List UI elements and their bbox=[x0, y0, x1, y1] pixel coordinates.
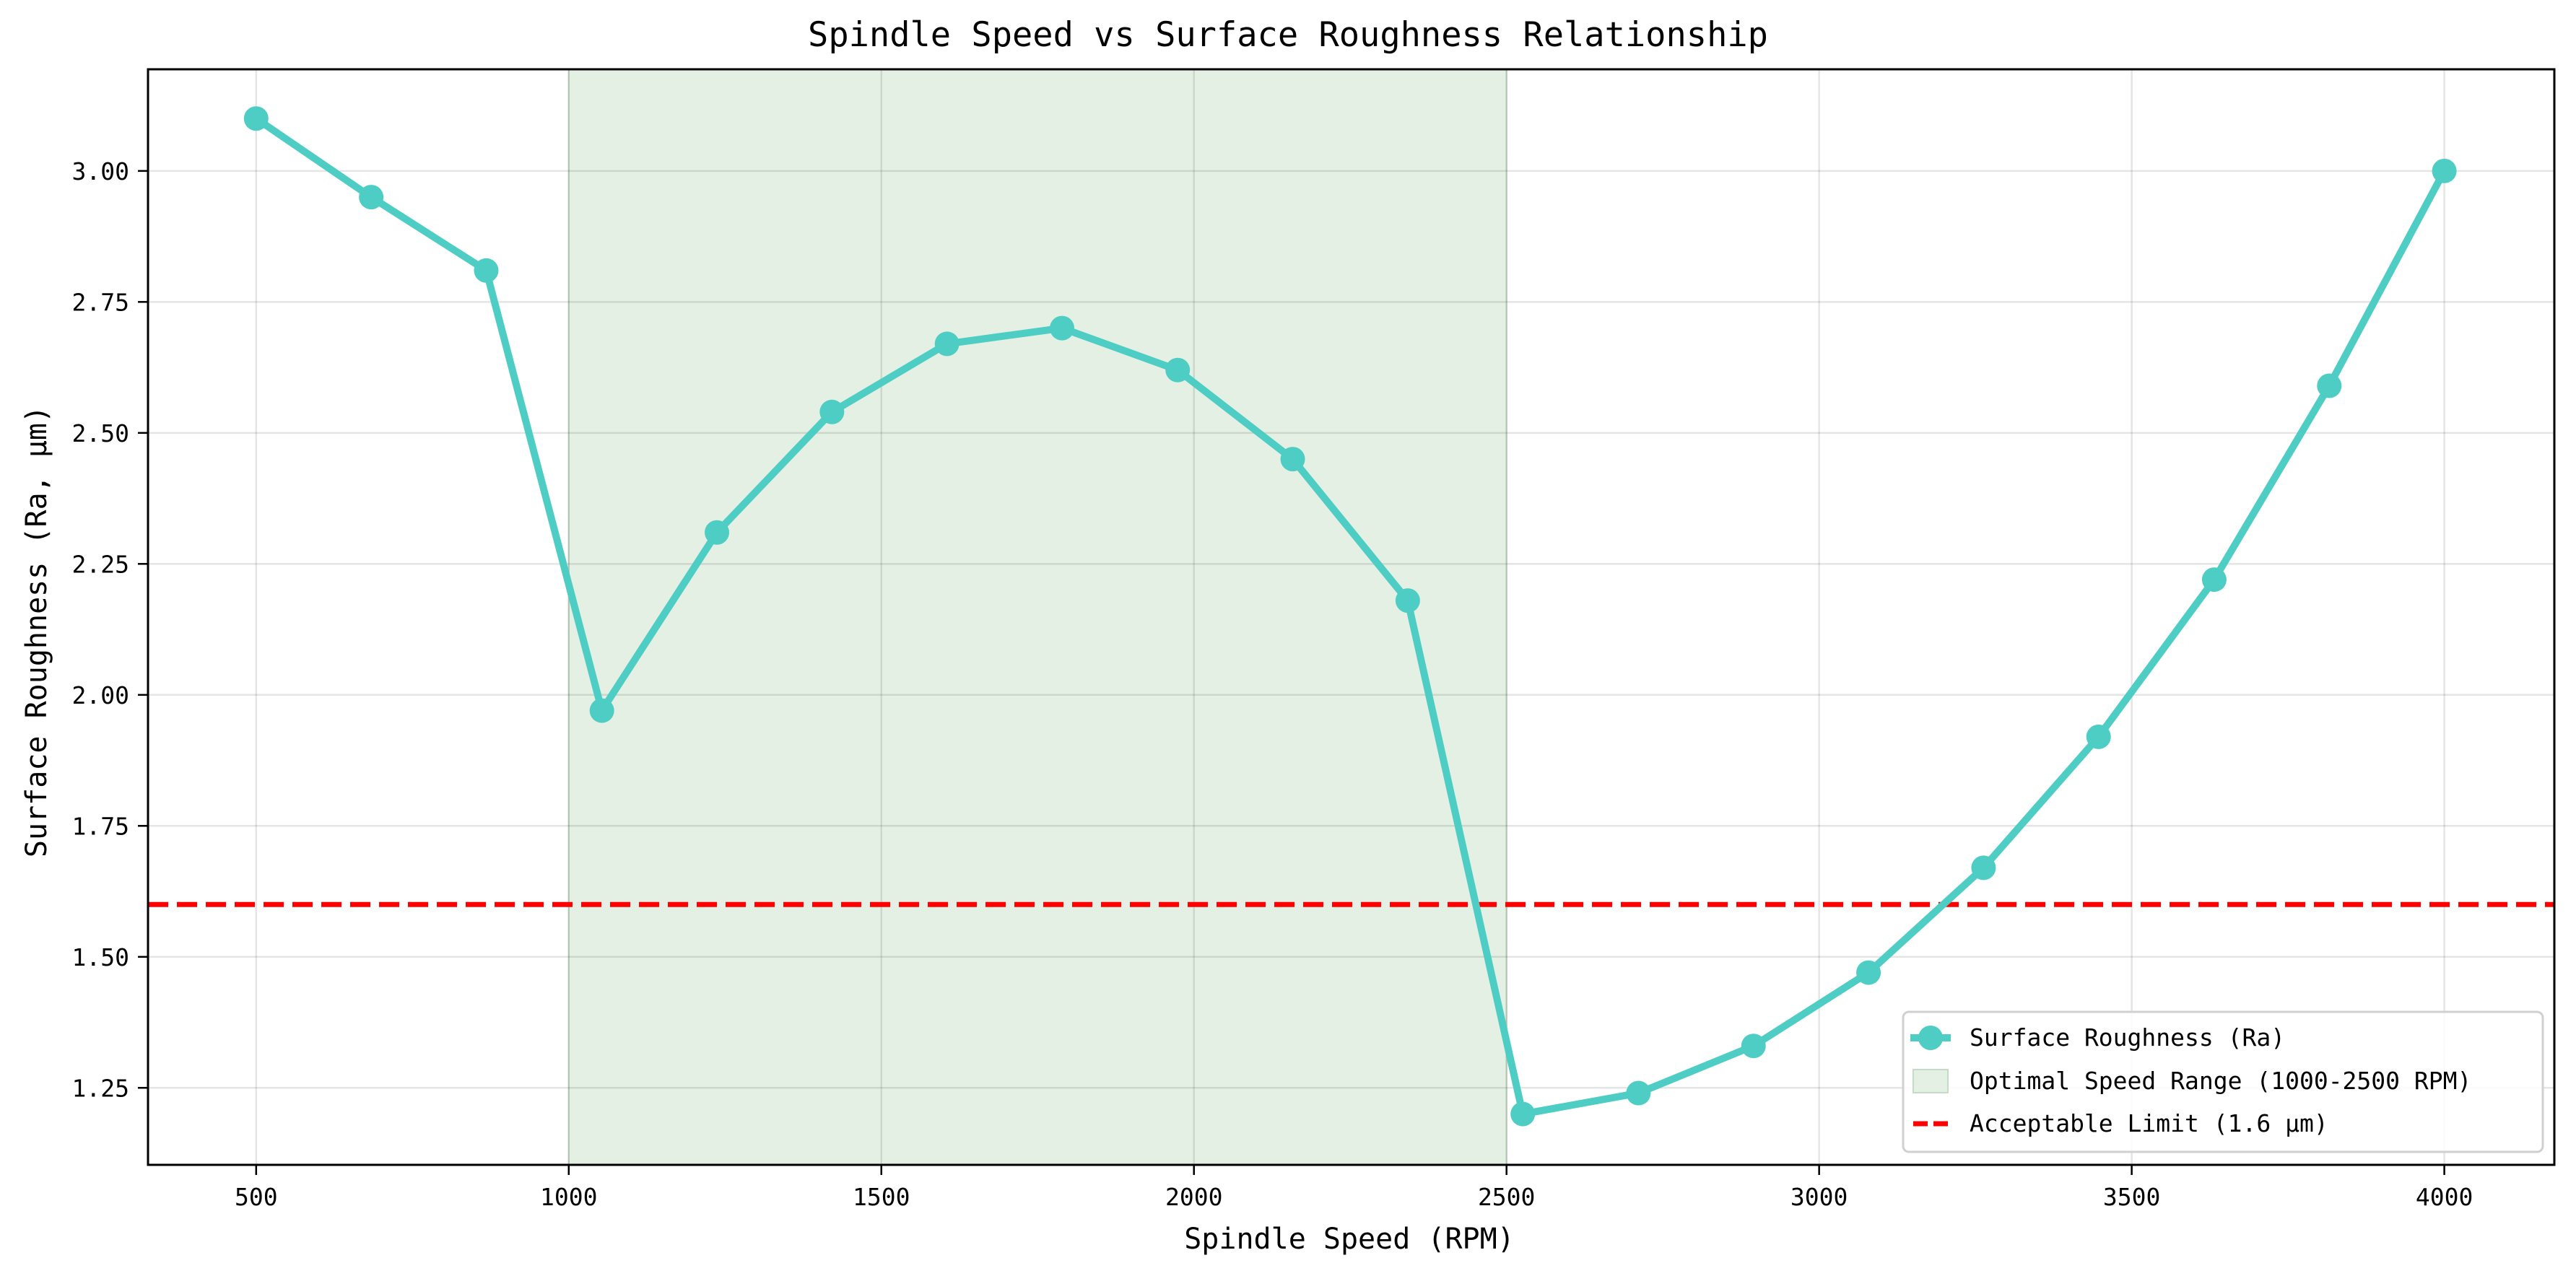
data-point-marker bbox=[1626, 1080, 1651, 1106]
y-tick-label: 2.00 bbox=[72, 681, 129, 709]
roughness-line bbox=[253, 115, 2448, 1118]
x-tick-label: 3500 bbox=[2103, 1183, 2160, 1211]
data-point-marker bbox=[934, 331, 960, 357]
data-point-marker bbox=[2432, 158, 2457, 183]
legend-box bbox=[1902, 1010, 2544, 1153]
data-point-marker bbox=[1050, 315, 1075, 341]
legend-label: Optimal Speed Range (1000-2500 RPM) bbox=[1970, 1067, 2471, 1095]
data-point-marker bbox=[1165, 357, 1191, 383]
data-point-marker bbox=[2317, 373, 2342, 398]
y-tick-label: 1.50 bbox=[72, 943, 129, 971]
x-tick-label: 1500 bbox=[853, 1183, 910, 1211]
y-tick-label: 1.75 bbox=[72, 812, 129, 840]
data-point-marker bbox=[2201, 567, 2227, 593]
legend-label: Acceptable Limit (1.6 μm) bbox=[1970, 1109, 2328, 1137]
optimal-range-band bbox=[567, 69, 1507, 1166]
data-point-marker bbox=[589, 698, 614, 723]
x-tick-label: 3000 bbox=[1790, 1183, 1848, 1211]
x-axis-title: Spindle Speed (RPM) bbox=[1184, 1223, 1515, 1256]
data-point-marker bbox=[359, 185, 384, 210]
data-point-marker bbox=[1280, 447, 1305, 472]
data-point-marker bbox=[2086, 724, 2111, 749]
data-point-marker bbox=[705, 520, 730, 545]
y-tick-label: 2.25 bbox=[72, 550, 129, 578]
legend-marker-icon bbox=[1918, 1026, 1943, 1050]
data-point-marker bbox=[1741, 1034, 1766, 1059]
y-tick-label: 2.75 bbox=[72, 288, 129, 316]
data-point-marker bbox=[243, 106, 269, 131]
x-tick-label: 500 bbox=[235, 1183, 278, 1211]
legend-band-swatch bbox=[1913, 1069, 1949, 1093]
chart-title: Spindle Speed vs Surface Roughness Relat… bbox=[808, 15, 1768, 55]
data-point-marker bbox=[1510, 1101, 1536, 1127]
x-tick-label: 2000 bbox=[1165, 1183, 1222, 1211]
x-tick-label: 4000 bbox=[2416, 1183, 2473, 1211]
data-point-marker bbox=[1395, 588, 1420, 613]
x-tick-label: 2500 bbox=[1478, 1183, 1535, 1211]
legend-label: Surface Roughness (Ra) bbox=[1970, 1023, 2285, 1052]
data-point-marker bbox=[1971, 855, 1996, 880]
data-point-marker bbox=[1856, 960, 1881, 985]
y-tick-label: 2.50 bbox=[72, 419, 129, 447]
y-tick-label: 1.25 bbox=[72, 1074, 129, 1102]
axes-frame bbox=[147, 68, 2556, 1166]
plot-area: 500 1000 1500 2000 2500 3000 3500 4000 1.25 1.50 1… bbox=[72, 68, 2556, 1211]
y-axis-title: Surface Roughness (Ra, μm) bbox=[20, 406, 53, 857]
data-point-marker bbox=[819, 399, 845, 424]
y-tick-label: 3.00 bbox=[72, 157, 129, 185]
x-tick-label: 1000 bbox=[540, 1183, 597, 1211]
legend: Surface Roughness (Ra) Optimal Speed Rang… bbox=[1902, 1010, 2544, 1153]
data-point-marker bbox=[474, 258, 499, 283]
